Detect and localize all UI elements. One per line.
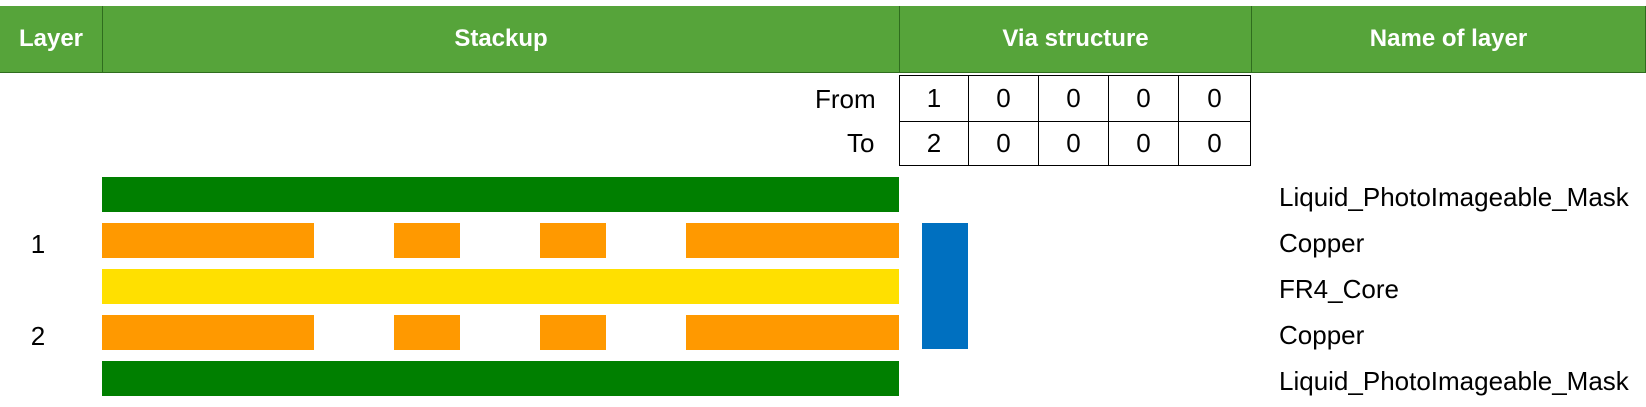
via-to-cell: 0 <box>1178 121 1251 166</box>
layer-name: Liquid_PhotoImageable_Mask <box>1279 366 1629 396</box>
layer-name: Liquid_PhotoImageable_Mask <box>1279 182 1629 212</box>
header-layer: Layer <box>0 6 102 72</box>
solder-mask-bottom-bar <box>102 361 899 396</box>
header-via-structure-label: Via structure <box>1002 25 1149 52</box>
via-from-cell: 0 <box>1108 75 1179 122</box>
via-from-cell: 0 <box>1178 75 1251 122</box>
via-from-cell: 1 <box>899 75 969 122</box>
layer-name: Copper <box>1279 320 1365 350</box>
layer-number: 1 <box>30 229 46 259</box>
copper-layer-2-trace <box>102 315 314 350</box>
header-name-of-layer-label: Name of layer <box>1369 25 1528 52</box>
via-from-cell: 0 <box>968 75 1039 122</box>
via-from-cell: 0 <box>1038 75 1109 122</box>
solder-mask-top-bar <box>102 177 899 212</box>
header-via-structure: Via structure <box>899 6 1251 72</box>
via-to-cell: 2 <box>899 121 969 166</box>
copper-layer-2-trace <box>540 315 606 350</box>
via-to-cell: 0 <box>968 121 1039 166</box>
layer-number: 2 <box>30 321 46 351</box>
fr4-core-bar <box>102 269 899 304</box>
copper-layer-1-trace <box>540 223 606 258</box>
layer-name: FR4_Core <box>1279 274 1399 304</box>
via-to-label: To <box>847 128 875 158</box>
header-layer-label: Layer <box>18 25 84 52</box>
header-stackup: Stackup <box>102 6 899 72</box>
copper-layer-2-trace <box>686 315 899 350</box>
layer-name: Copper <box>1279 228 1365 258</box>
copper-layer-1-trace <box>102 223 314 258</box>
header-name-of-layer: Name of layer <box>1251 6 1646 72</box>
copper-layer-1-trace <box>686 223 899 258</box>
via-to-cell: 0 <box>1108 121 1179 166</box>
via-1-2 <box>922 223 968 349</box>
copper-layer-2-trace <box>394 315 460 350</box>
copper-layer-1-trace <box>394 223 460 258</box>
header-stackup-label: Stackup <box>454 25 548 52</box>
via-to-cell: 0 <box>1038 121 1109 166</box>
header-divider <box>0 72 1646 73</box>
via-from-label: From <box>815 84 876 114</box>
